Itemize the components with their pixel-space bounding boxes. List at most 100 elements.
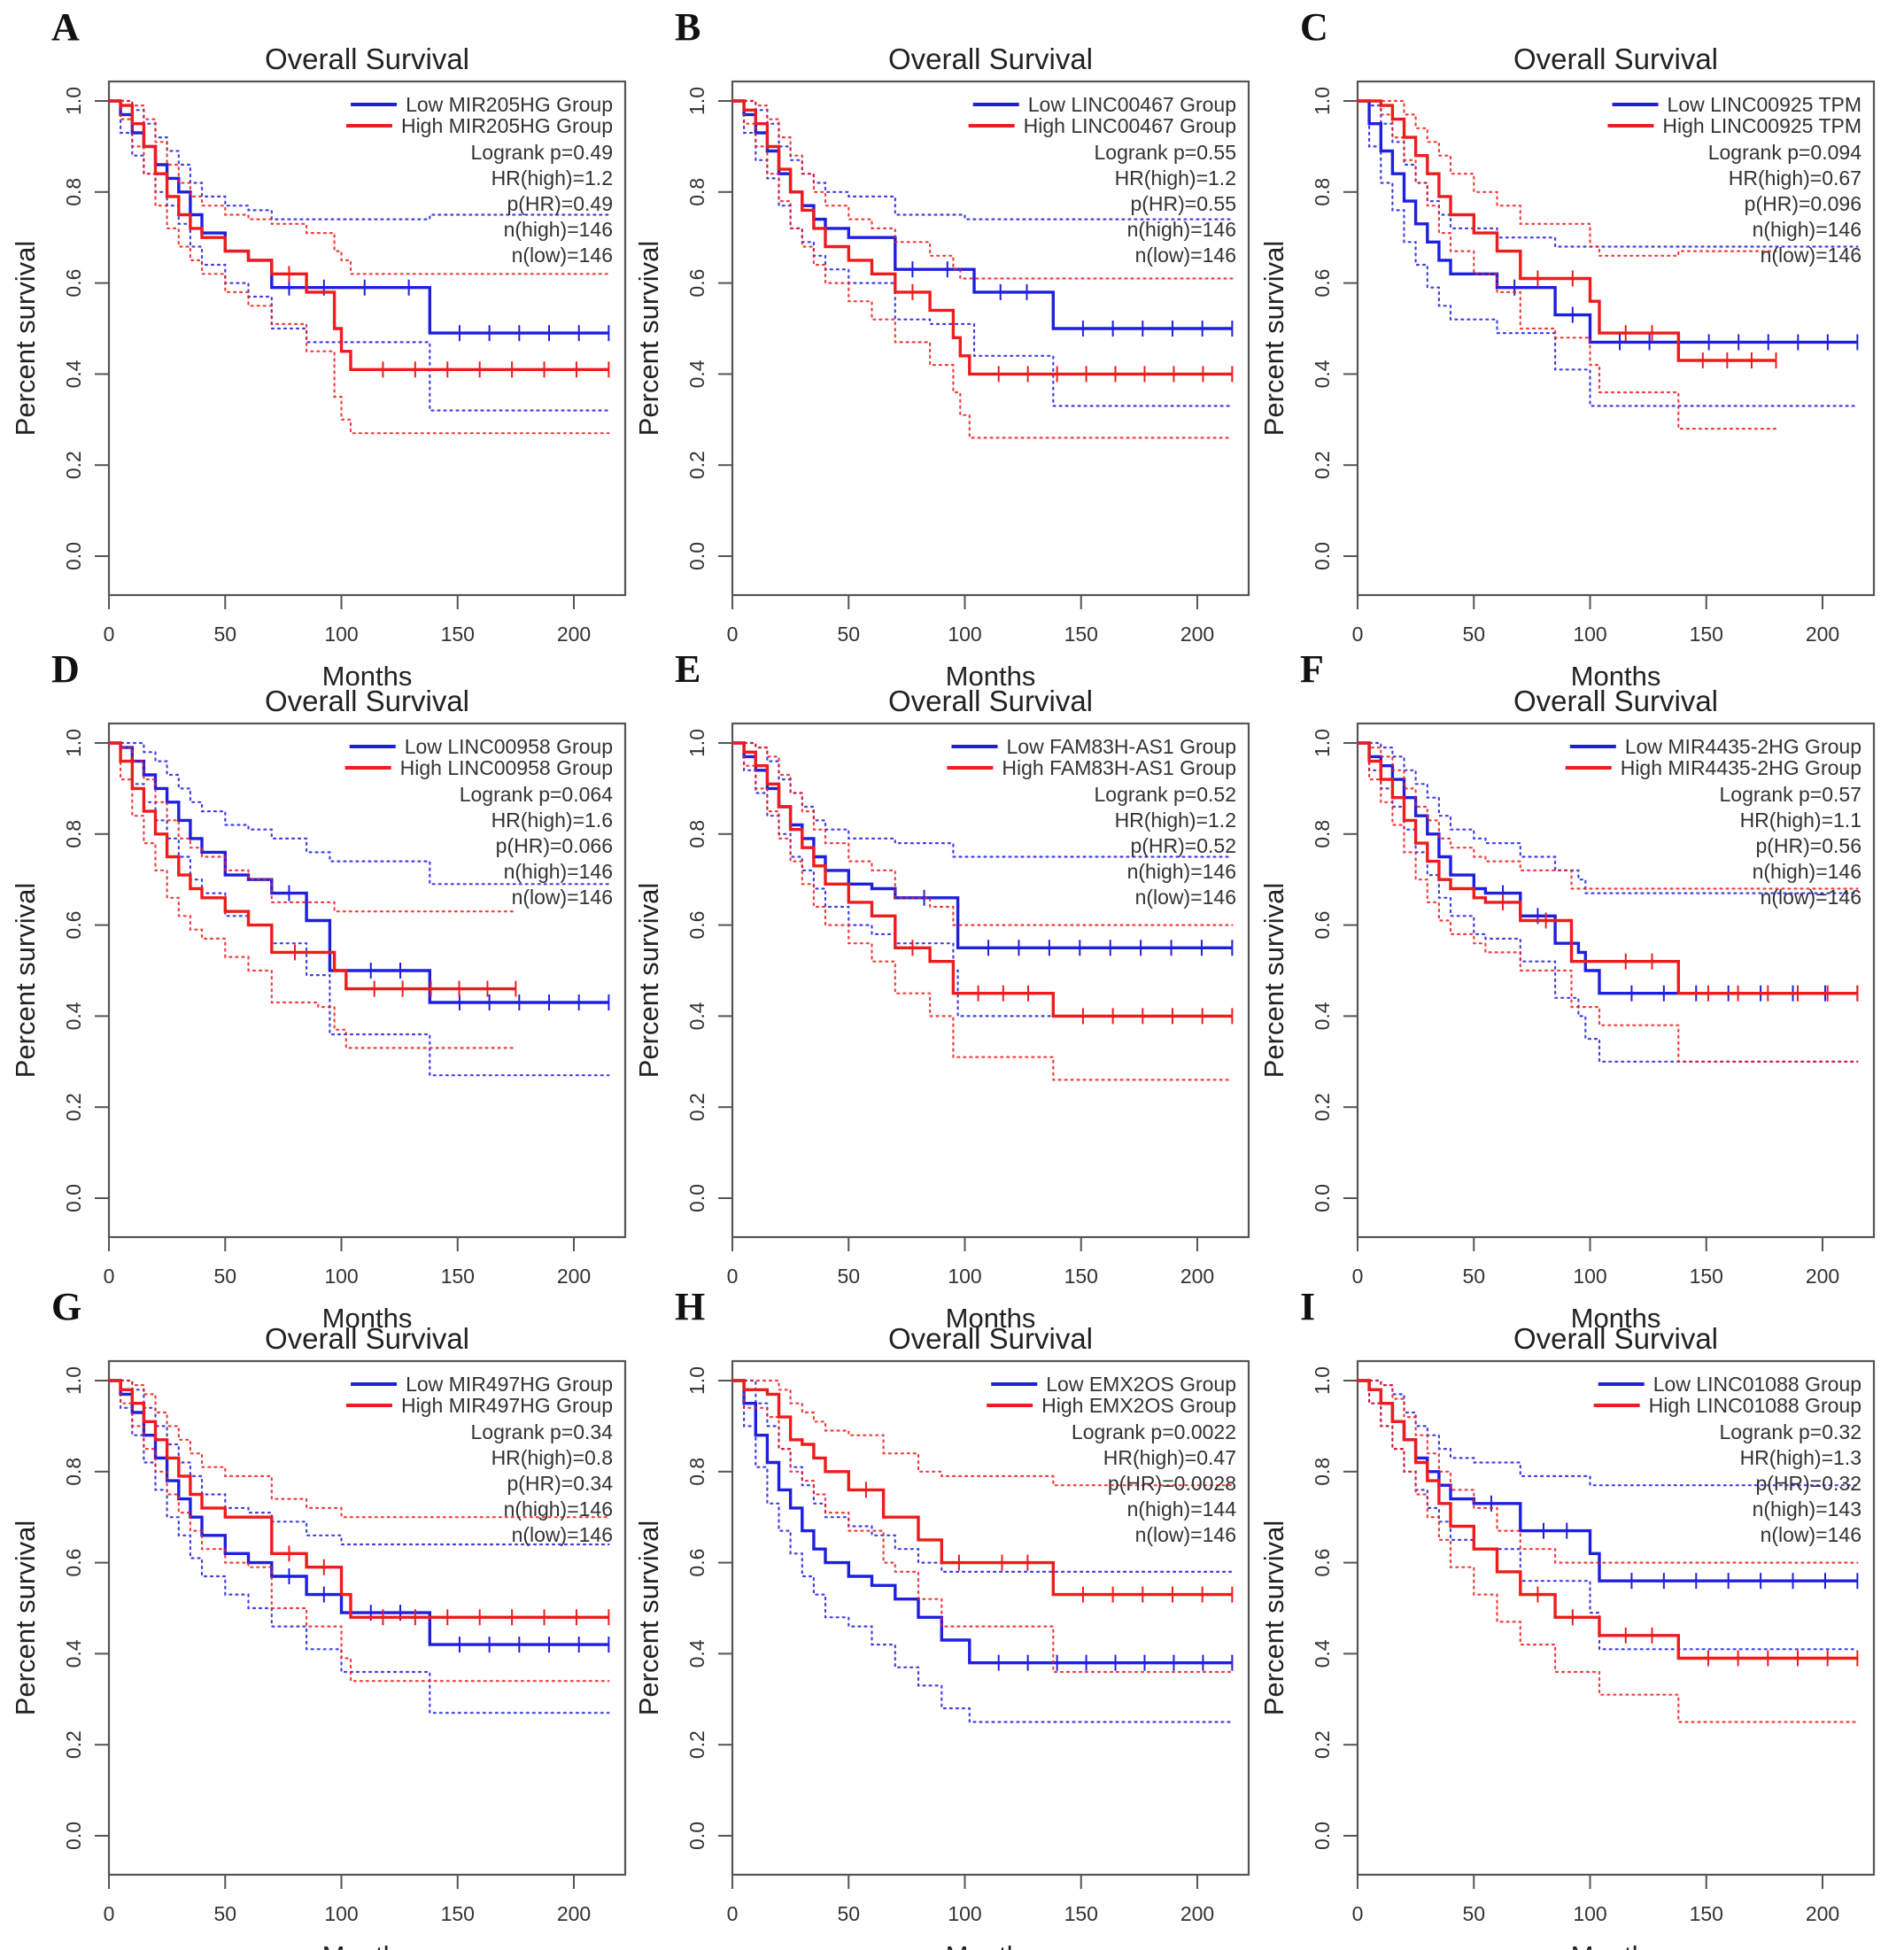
x-tick-label: 150	[441, 1265, 475, 1288]
legend-stat: n(high)=146	[1127, 860, 1236, 883]
legend-stat: p(HR)=0.34	[507, 1472, 613, 1495]
x-tick-label: 50	[213, 1902, 236, 1925]
x-tick-label: 0	[727, 623, 739, 646]
high-ci-lower	[107, 99, 610, 435]
legend-stat: n(high)=143	[1753, 1497, 1861, 1521]
panel-e: E Overall Survival 0.0 0.2 0.4 0.6 0.8 1.0 Perce…	[633, 647, 1250, 1334]
panel-h: H Overall Survival 0.0 0.2 0.4 0.6 0.8 1.0 Perce…	[633, 1285, 1250, 1950]
chart-title: Overall Survival	[888, 1322, 1093, 1355]
x-tick-label: 150	[441, 623, 475, 646]
high-ci-upper	[1356, 741, 1859, 890]
low-ci-lower	[1356, 99, 1859, 407]
legend-stat: n(high)=146	[504, 218, 613, 241]
x-tick-label: 50	[837, 623, 860, 646]
legend-high-label: High LINC00467 Group	[1024, 114, 1236, 137]
plot-frame	[107, 80, 627, 597]
legend-stat: Logrank p=0.34	[471, 1420, 614, 1443]
low-ci-lower	[731, 1379, 1234, 1723]
high-ci-lower	[107, 1379, 610, 1683]
legend-stat: p(HR)=0.52	[1130, 834, 1236, 857]
legend-stat: Logrank p=0.0022	[1072, 1420, 1236, 1443]
panel-d: D Overall Survival 0.0 0.2 0.4 0.6 0.8 1.0 Perce…	[10, 647, 627, 1334]
low-ci-lower	[107, 741, 610, 1077]
y-tick-label: 0.8	[685, 1458, 708, 1486]
legend-low-label: Low MIR497HG Group	[406, 1373, 613, 1396]
low-ci-lower	[107, 1379, 610, 1714]
legend-low-label: Low LINC01088 Group	[1653, 1373, 1861, 1396]
legend-stat: HR(high)=1.2	[491, 166, 613, 190]
low-survival-curve	[1358, 741, 1858, 995]
x-tick-label: 150	[1064, 1902, 1098, 1925]
x-tick-label: 0	[727, 1265, 739, 1288]
legend-stat: n(low)=146	[512, 244, 613, 267]
panel-letter: A	[51, 5, 80, 49]
x-tick-label: 200	[557, 1902, 591, 1925]
y-axis-label: Percent survival	[633, 1521, 664, 1716]
x-tick-label: 50	[1462, 1265, 1485, 1288]
legend-high-label: High FAM83H-AS1 Group	[1002, 756, 1236, 779]
y-tick-label: 0.4	[685, 1002, 708, 1030]
y-tick-label: 0.2	[1311, 1093, 1334, 1121]
x-tick-label: 200	[1806, 1902, 1839, 1925]
y-tick-label: 0.2	[62, 1730, 85, 1759]
x-axis-label: Months	[322, 1940, 413, 1950]
legend-stat: Logrank p=0.55	[1095, 141, 1237, 164]
legend-stat: Logrank p=0.57	[1720, 783, 1862, 806]
y-axis-label: Percent survival	[10, 241, 41, 437]
x-tick-label: 50	[1462, 1902, 1485, 1925]
legend-stat: n(low)=146	[1761, 1523, 1861, 1546]
y-tick-label: 0.8	[1311, 1458, 1334, 1486]
high-ci-lower	[1356, 99, 1777, 430]
y-tick-label: 0.0	[62, 1822, 85, 1850]
high-ci-upper	[107, 1379, 610, 1519]
x-tick-label: 100	[1573, 623, 1606, 646]
x-axis-label: Months	[946, 1303, 1036, 1334]
y-tick-label: 0.6	[62, 269, 85, 298]
legend-stat: n(high)=144	[1127, 1497, 1237, 1521]
x-axis-label: Months	[946, 1940, 1036, 1950]
x-tick-label: 200	[1806, 1265, 1839, 1288]
legend-stat: p(HR)=0.49	[507, 192, 613, 215]
x-tick-label: 100	[948, 1902, 981, 1925]
high-survival-curve	[109, 1379, 609, 1619]
legend-stat: Logrank p=0.32	[1720, 1420, 1862, 1443]
legend-stat: n(low)=146	[1135, 1523, 1236, 1546]
high-ci-upper	[731, 1379, 1234, 1487]
x-tick-label: 50	[213, 623, 236, 646]
chart-title: Overall Survival	[1513, 43, 1718, 75]
y-tick-label: 0.0	[685, 1822, 708, 1850]
plot-frame	[1356, 1359, 1876, 1876]
y-tick-label: 1.0	[685, 1366, 708, 1395]
panel-i: I Overall Survival 0.0 0.2 0.4 0.6 0.8 1.0 Perce…	[1258, 1285, 1876, 1950]
x-tick-label: 150	[1064, 1265, 1098, 1288]
low-survival-curve	[1358, 99, 1858, 344]
x-tick-label: 0	[1352, 1265, 1364, 1288]
x-tick-label: 0	[104, 1265, 115, 1288]
y-tick-label: 1.0	[685, 87, 708, 115]
legend-stat: HR(high)=1.3	[1740, 1446, 1861, 1469]
legend-stat: n(high)=146	[1753, 218, 1861, 241]
panel-letter: E	[675, 647, 700, 691]
y-tick-label: 0.8	[1311, 178, 1334, 206]
high-survival-curve	[732, 99, 1233, 376]
y-tick-label: 0.2	[62, 1093, 85, 1121]
legend-stat: HR(high)=1.1	[1740, 809, 1861, 832]
legend-stat: HR(high)=0.67	[1729, 166, 1861, 190]
chart-title: Overall Survival	[888, 685, 1093, 717]
y-tick-label: 0.0	[685, 1184, 708, 1212]
x-axis-label: Months	[946, 661, 1036, 692]
y-tick-label: 0.8	[62, 820, 85, 848]
y-axis-label: Percent survival	[1258, 1521, 1289, 1716]
legend-stat: n(low)=146	[1761, 886, 1861, 909]
panel-letter: F	[1300, 647, 1324, 691]
y-tick-label: 0.8	[685, 178, 708, 206]
x-axis-label: Months	[1571, 1940, 1661, 1950]
legend-low-label: Low MIR4435-2HG Group	[1625, 735, 1861, 758]
y-tick-label: 0.6	[62, 1549, 85, 1577]
high-survival-curve	[1358, 741, 1858, 995]
